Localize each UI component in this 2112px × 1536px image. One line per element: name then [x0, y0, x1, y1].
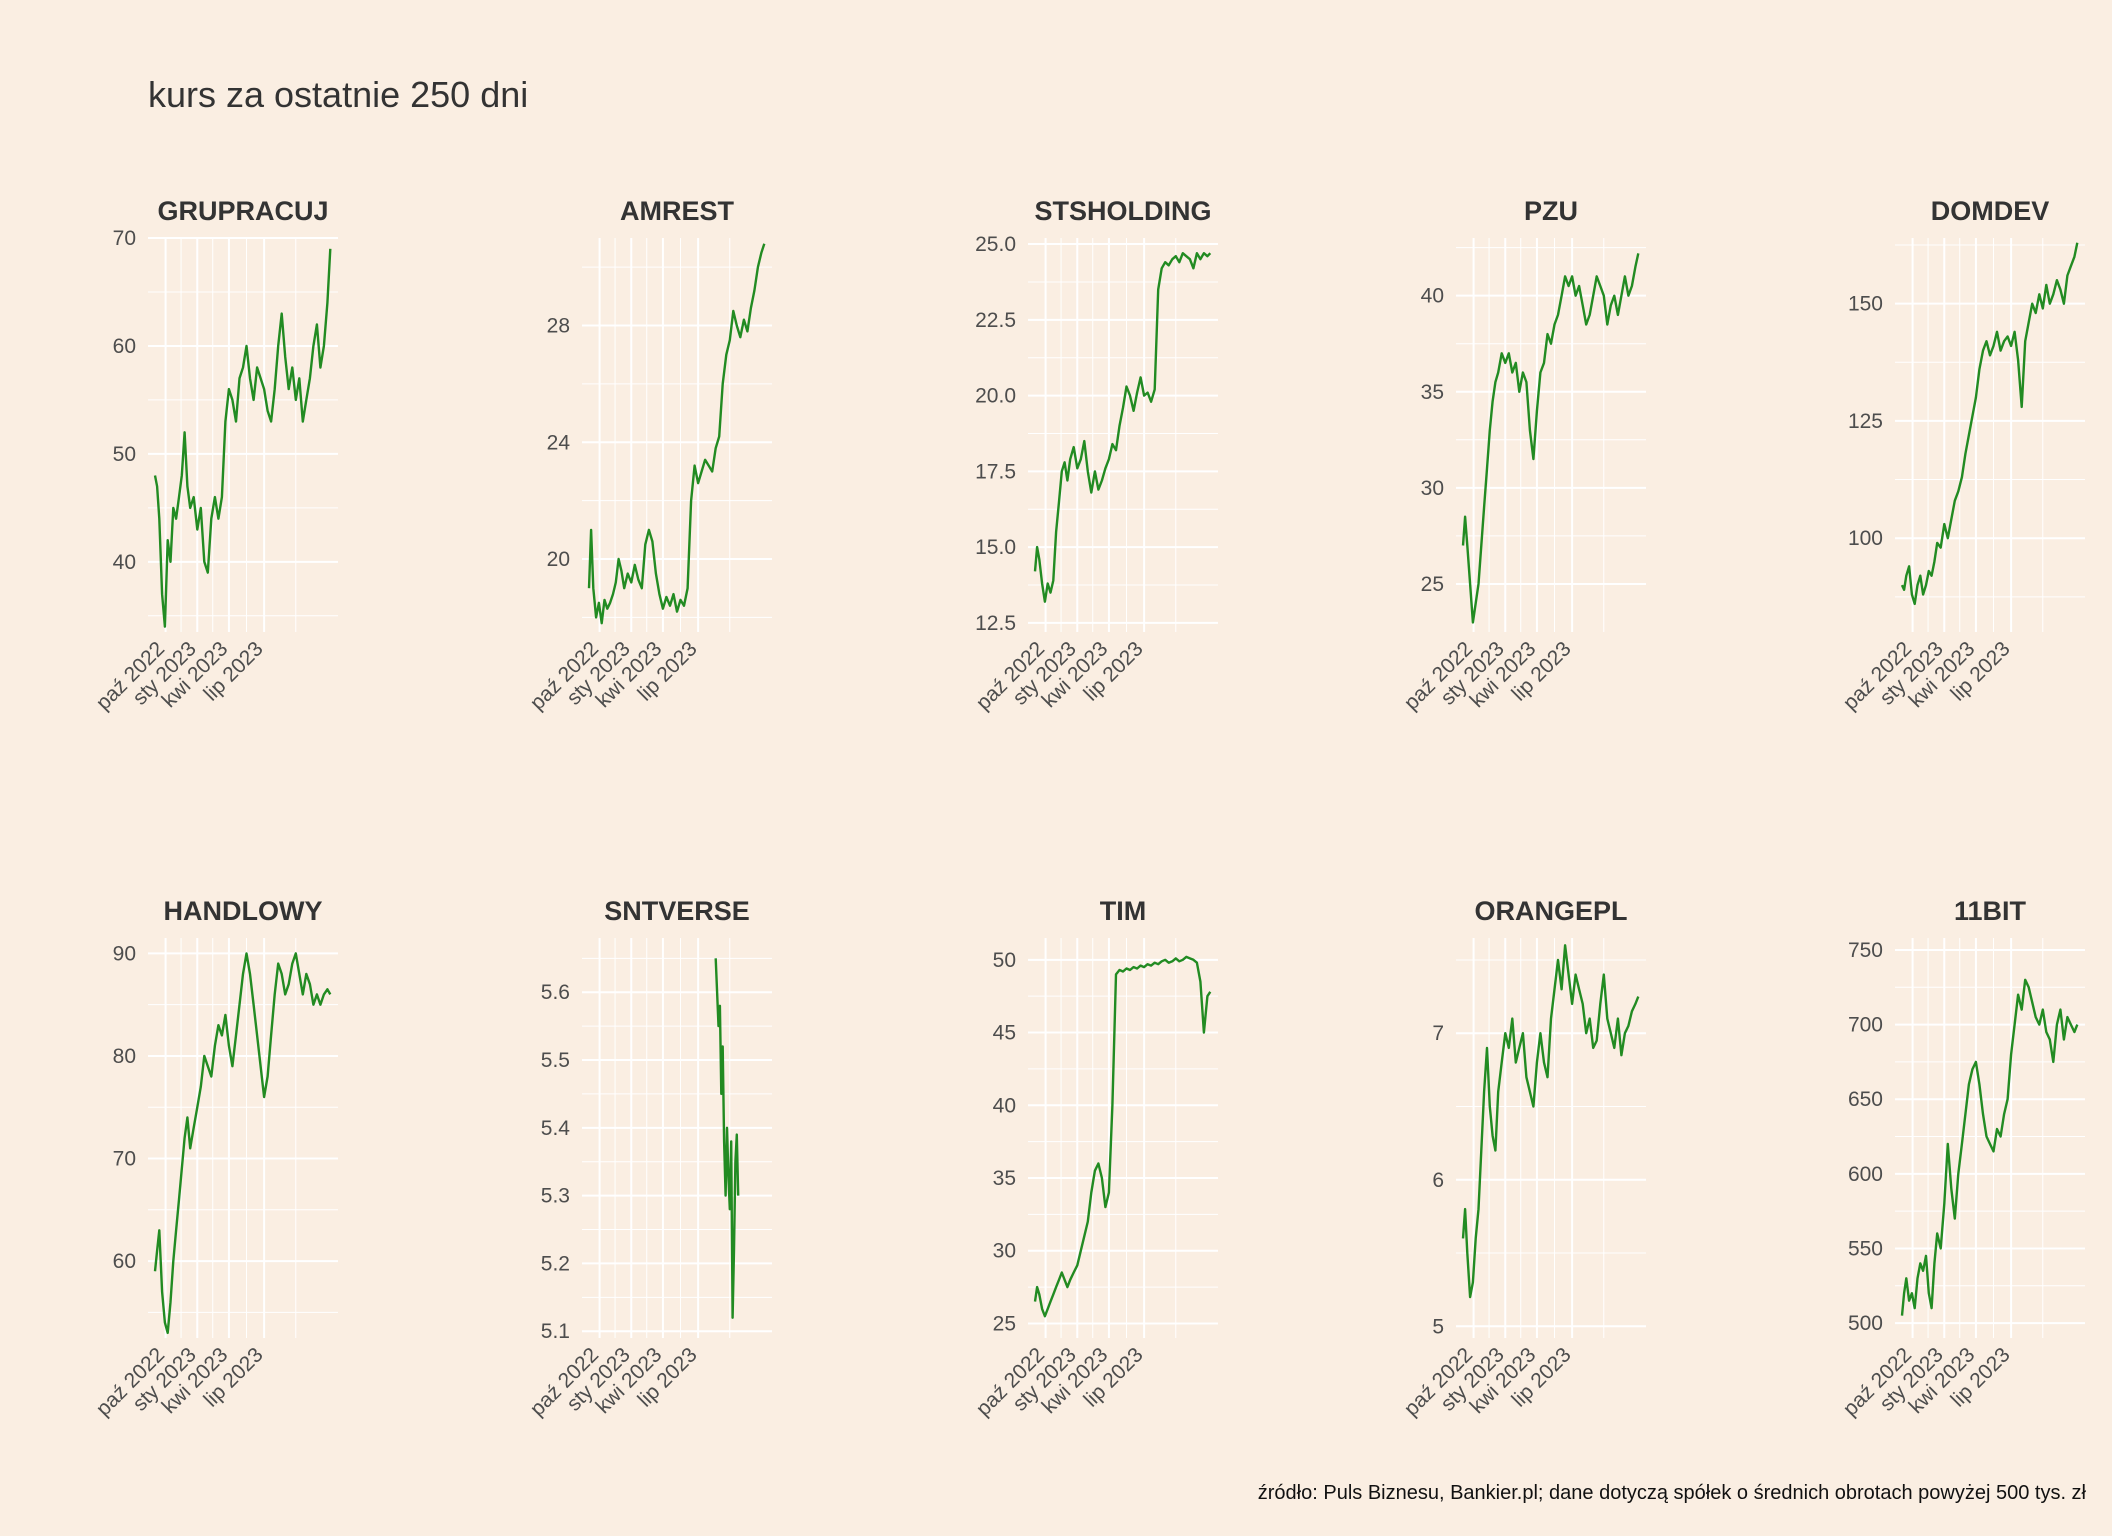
panel-title: STSHOLDING: [1034, 196, 1211, 226]
y-tick-label: 5.4: [541, 1117, 571, 1140]
series-line-amrest: [587, 243, 766, 625]
y-tick-label: 25: [1421, 573, 1444, 596]
series-line-grupracuj: [153, 248, 332, 628]
series-line-tim: [1033, 955, 1212, 1318]
panel-title: HANDLOWY: [164, 896, 323, 926]
y-tick-label: 20.0: [975, 385, 1016, 408]
y-tick-label: 40: [993, 1094, 1016, 1117]
panel-title: ORANGEPL: [1474, 896, 1627, 926]
y-tick-label: 24: [547, 431, 571, 454]
y-tick-label: 40: [1421, 285, 1444, 308]
y-tick-label: 5.1: [541, 1320, 570, 1343]
y-tick-label: 25.0: [975, 233, 1016, 256]
series-line-orangepl: [1461, 944, 1640, 1299]
series-line-11bit: [1900, 978, 2079, 1316]
y-tick-label: 80: [113, 1045, 136, 1068]
y-tick-label: 12.5: [975, 612, 1016, 635]
y-tick-label: 150: [1848, 293, 1883, 316]
y-tick-label: 17.5: [975, 460, 1016, 483]
series-line-pzu: [1461, 253, 1640, 624]
source-caption: źródło: Puls Biznesu, Bankier.pl; dane d…: [1257, 1482, 2086, 1504]
y-tick-label: 5.3: [541, 1185, 570, 1208]
y-tick-label: 50: [993, 949, 1016, 972]
y-tick-label: 70: [113, 1148, 136, 1171]
y-tick-label: 15.0: [975, 536, 1016, 559]
y-tick-label: 22.5: [975, 309, 1016, 332]
y-tick-label: 7: [1432, 1022, 1444, 1045]
y-tick-label: 35: [1421, 381, 1444, 404]
y-tick-label: 550: [1848, 1237, 1883, 1260]
panel-title: 11BIT: [1954, 896, 2027, 926]
y-tick-label: 70: [113, 227, 136, 250]
y-tick-label: 90: [113, 942, 136, 965]
y-tick-label: 60: [113, 1250, 136, 1273]
y-tick-label: 700: [1848, 1014, 1883, 1037]
y-tick-label: 30: [1421, 477, 1444, 500]
y-tick-label: 28: [547, 315, 570, 338]
y-tick-label: 30: [993, 1240, 1016, 1263]
y-tick-label: 20: [547, 548, 570, 571]
y-tick-label: 650: [1848, 1088, 1883, 1111]
series-line-stsholding: [1033, 251, 1212, 603]
y-tick-label: 600: [1848, 1163, 1883, 1186]
y-tick-label: 5.2: [541, 1252, 570, 1275]
y-tick-label: 100: [1848, 527, 1883, 550]
y-tick-label: 50: [113, 443, 136, 466]
y-tick-label: 60: [113, 335, 136, 358]
panel-title: DOMDEV: [1931, 196, 2050, 226]
y-tick-label: 5.6: [541, 981, 570, 1004]
panel-title: AMREST: [620, 196, 735, 226]
series-line-handlowy: [153, 952, 332, 1335]
panel-title: SNTVERSE: [604, 896, 750, 926]
panel-title: PZU: [1524, 196, 1578, 226]
y-tick-label: 45: [993, 1022, 1016, 1045]
panel-title: GRUPRACUJ: [157, 196, 328, 226]
y-tick-label: 125: [1848, 410, 1883, 433]
y-tick-label: 40: [113, 551, 136, 574]
y-tick-label: 500: [1848, 1312, 1883, 1335]
y-tick-label: 25: [993, 1312, 1016, 1335]
y-tick-label: 35: [993, 1167, 1016, 1190]
y-tick-label: 6: [1432, 1169, 1444, 1192]
panel-title: TIM: [1100, 896, 1147, 926]
y-tick-label: 5: [1432, 1315, 1444, 1338]
y-tick-label: 750: [1848, 939, 1883, 962]
series-line-domdev: [1900, 242, 2079, 606]
page-title: kurs za ostatnie 250 dni: [148, 74, 529, 115]
y-tick-label: 5.5: [541, 1049, 570, 1072]
series-line-sntverse: [714, 958, 740, 1319]
